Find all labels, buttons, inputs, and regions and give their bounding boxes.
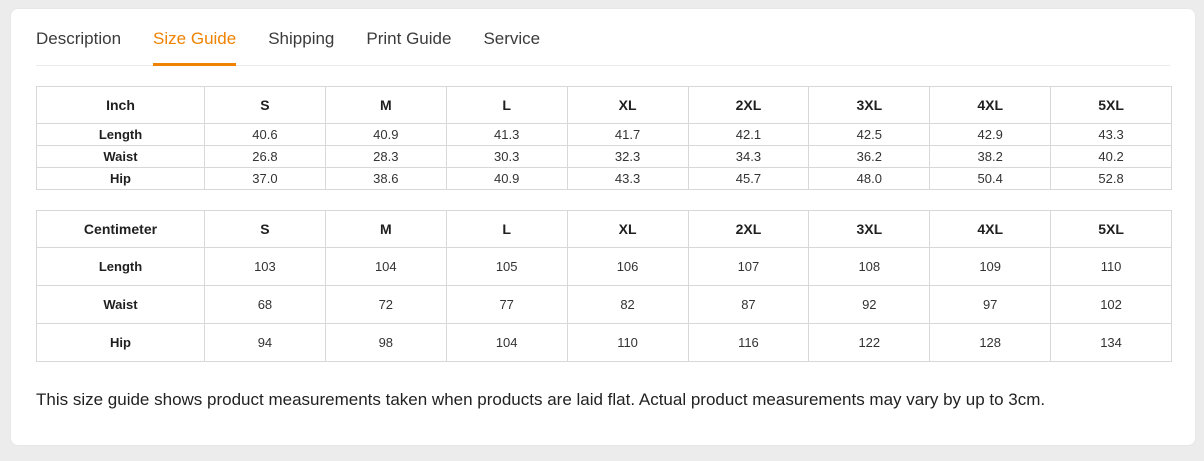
- size-table-header-row: Inch S M L XL 2XL 3XL 4XL 5XL: [36, 86, 1172, 124]
- measurement-value: 98: [324, 323, 447, 362]
- size-column-header: M: [324, 86, 447, 124]
- measurement-value: 116: [687, 323, 810, 362]
- measurement-row: Hip 94 98 104 110 116 122 128 134: [36, 323, 1172, 362]
- measurement-value: 42.9: [929, 123, 1052, 146]
- size-table-header-row: Centimeter S M L XL 2XL 3XL 4XL 5XL: [36, 210, 1172, 248]
- size-column-header: 5XL: [1050, 86, 1172, 124]
- measurement-label: Waist: [36, 145, 205, 168]
- measurement-value: 104: [445, 323, 568, 362]
- measurement-value: 94: [204, 323, 326, 362]
- measurement-value: 42.5: [808, 123, 931, 146]
- measurement-value: 41.3: [445, 123, 568, 146]
- measurement-value: 43.3: [1050, 123, 1172, 146]
- measurement-value: 82: [566, 285, 689, 324]
- measurement-value: 72: [324, 285, 447, 324]
- tab-print-guide[interactable]: Print Guide: [366, 29, 452, 48]
- size-column-header: 3XL: [808, 86, 931, 124]
- size-column-header: S: [204, 86, 326, 124]
- measurement-value: 134: [1050, 323, 1172, 362]
- measurement-label: Hip: [36, 323, 205, 362]
- measurement-value: 92: [808, 285, 931, 324]
- measurement-value: 77: [445, 285, 568, 324]
- product-tabs-card: Description Size Guide Shipping Print Gu…: [10, 8, 1196, 446]
- measurement-label: Hip: [36, 167, 205, 190]
- size-column-header: XL: [566, 210, 689, 248]
- measurement-value: 41.7: [566, 123, 689, 146]
- measurement-label: Length: [36, 247, 205, 286]
- unit-header-cell: Inch: [36, 86, 205, 124]
- tab-shipping[interactable]: Shipping: [268, 29, 335, 48]
- size-column-header: 3XL: [808, 210, 931, 248]
- size-column-header: XL: [566, 86, 689, 124]
- measurement-row: Length 40.6 40.9 41.3 41.7 42.1 42.5 42.9 43.3: [36, 123, 1172, 146]
- size-column-header: L: [445, 86, 568, 124]
- measurement-value: 26.8: [204, 145, 326, 168]
- size-column-header: M: [324, 210, 447, 248]
- centimeter-size-table: Centimeter S M L XL 2XL 3XL 4XL 5XL Length 103 104 1…: [36, 210, 1172, 362]
- measurement-value: 109: [929, 247, 1052, 286]
- size-guide-note: This size guide shows product measuremen…: [36, 390, 1046, 409]
- measurement-value: 40.9: [445, 167, 568, 190]
- measurement-value: 48.0: [808, 167, 931, 190]
- measurement-value: 37.0: [204, 167, 326, 190]
- measurement-value: 128: [929, 323, 1052, 362]
- size-column-header: S: [204, 210, 326, 248]
- measurement-row: Length 103 104 105 106 107 108 109 110: [36, 247, 1172, 286]
- size-column-header: 4XL: [929, 210, 1052, 248]
- measurement-value: 38.6: [324, 167, 447, 190]
- measurement-value: 87: [687, 285, 810, 324]
- tab-service[interactable]: Service: [483, 29, 541, 48]
- measurement-value: 106: [566, 247, 689, 286]
- unit-header-cell: Centimeter: [36, 210, 205, 248]
- measurement-value: 104: [324, 247, 447, 286]
- measurement-value: 32.3: [566, 145, 689, 168]
- measurement-value: 97: [929, 285, 1052, 324]
- measurement-value: 68: [204, 285, 326, 324]
- measurement-value: 52.8: [1050, 167, 1172, 190]
- measurement-value: 28.3: [324, 145, 447, 168]
- size-column-header: L: [445, 210, 568, 248]
- measurement-value: 30.3: [445, 145, 568, 168]
- measurement-value: 36.2: [808, 145, 931, 168]
- measurement-value: 40.2: [1050, 145, 1172, 168]
- measurement-row: Waist 68 72 77 82 87 92 97 102: [36, 285, 1172, 324]
- measurement-value: 40.9: [324, 123, 447, 146]
- measurement-value: 105: [445, 247, 568, 286]
- measurement-value: 42.1: [687, 123, 810, 146]
- measurement-row: Waist 26.8 28.3 30.3 32.3 34.3 36.2 38.2 40.2: [36, 145, 1172, 168]
- measurement-value: 110: [1050, 247, 1172, 286]
- measurement-value: 45.7: [687, 167, 810, 190]
- measurement-value: 40.6: [204, 123, 326, 146]
- size-column-header: 2XL: [687, 86, 810, 124]
- measurement-row: Hip 37.0 38.6 40.9 43.3 45.7 48.0 50.4 52.8: [36, 167, 1172, 190]
- measurement-value: 108: [808, 247, 931, 286]
- size-column-header: 5XL: [1050, 210, 1172, 248]
- measurement-value: 38.2: [929, 145, 1052, 168]
- measurement-value: 110: [566, 323, 689, 362]
- measurement-value: 103: [204, 247, 326, 286]
- measurement-label: Waist: [36, 285, 205, 324]
- measurement-label: Length: [36, 123, 205, 146]
- inch-size-table: Inch S M L XL 2XL 3XL 4XL 5XL Length 40.6 40.9 41.3 4…: [36, 86, 1172, 190]
- size-column-header: 4XL: [929, 86, 1052, 124]
- tab-size-guide[interactable]: Size Guide: [153, 29, 237, 66]
- measurement-value: 122: [808, 323, 931, 362]
- measurement-value: 34.3: [687, 145, 810, 168]
- measurement-value: 43.3: [566, 167, 689, 190]
- size-column-header: 2XL: [687, 210, 810, 248]
- measurement-value: 102: [1050, 285, 1172, 324]
- measurement-value: 50.4: [929, 167, 1052, 190]
- measurement-value: 107: [687, 247, 810, 286]
- tab-bar: Description Size Guide Shipping Print Gu…: [36, 9, 1170, 66]
- tab-description[interactable]: Description: [36, 29, 122, 48]
